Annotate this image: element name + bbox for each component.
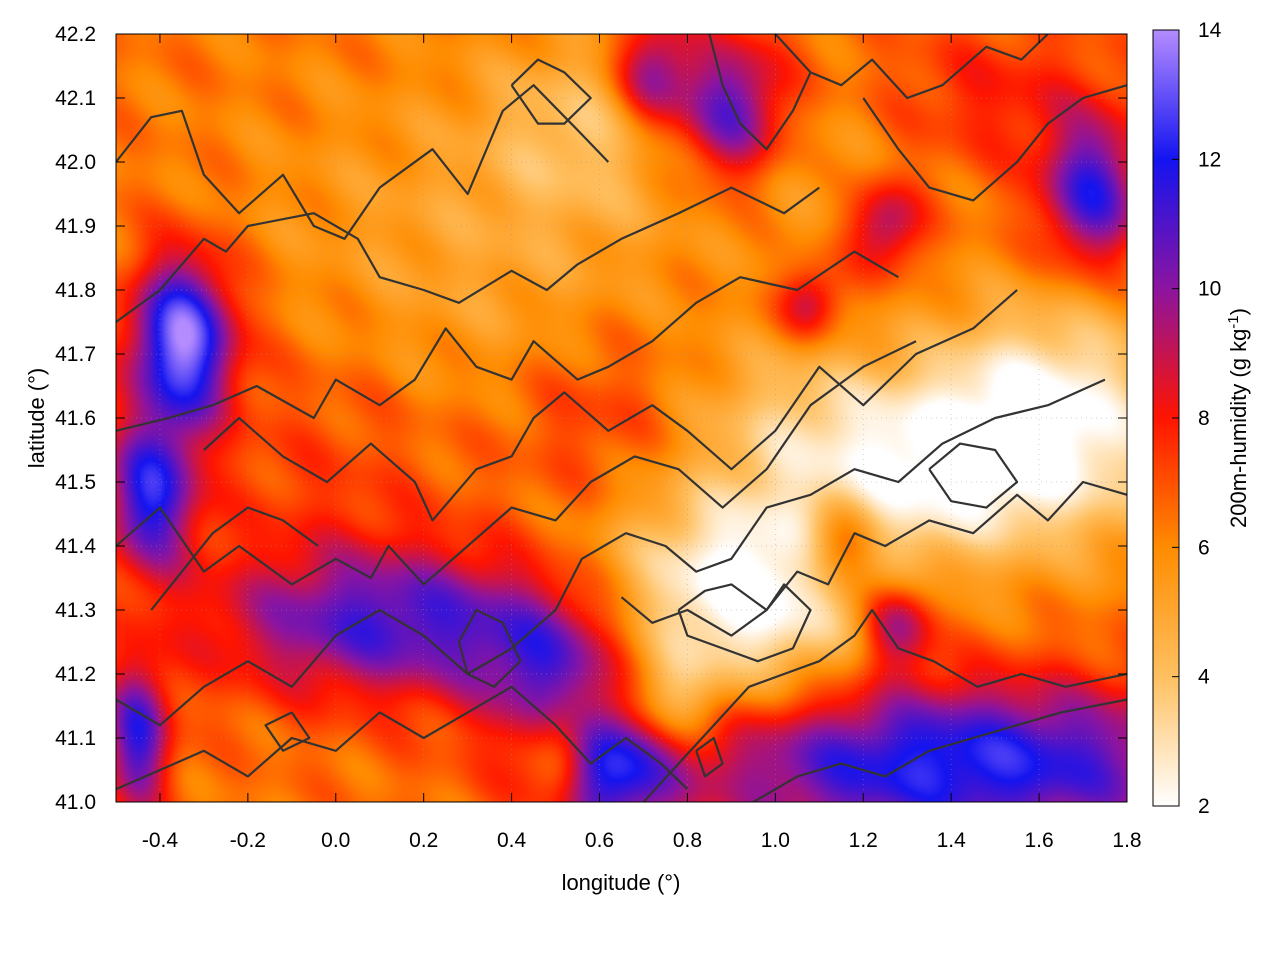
x-tick-label: 1.4 (937, 829, 967, 852)
y-tick-label: 41.3 (55, 599, 96, 622)
y-tick-label: 41.2 (55, 663, 96, 686)
contour-line (695, 736, 724, 778)
colorbar-tick-label: 10 (1198, 278, 1221, 301)
grid-lines (116, 34, 1127, 802)
x-axis-ticks: -0.4 -0.2 0.0 0.2 0.4 0.6 0.8 1.0 1.2 1.4 1.6 1.8 (142, 34, 1142, 852)
contour-line (150, 506, 319, 611)
y-tick-label: 41.0 (55, 791, 96, 814)
y-tick-label: 41.1 (55, 727, 96, 750)
colorbar-tick-label: 8 (1198, 407, 1210, 430)
colorbar-label-main: 200m-humidity (g kg (1226, 329, 1251, 528)
contour-line (862, 84, 1127, 202)
x-axis-label: longitude (°) (562, 870, 681, 895)
contour-line (457, 608, 522, 688)
contour-line (620, 480, 1127, 637)
contour-line (510, 58, 592, 125)
x-tick-label: -0.2 (230, 829, 266, 852)
colorbar-tick-label: 12 (1198, 148, 1221, 171)
contour-line (752, 698, 1127, 802)
x-tick-label: 1.0 (761, 829, 790, 852)
x-tick-label: 0.0 (321, 829, 350, 852)
contour-line (203, 289, 1018, 522)
x-tick-label: 1.8 (1112, 829, 1141, 852)
y-tick-label: 41.5 (55, 471, 96, 494)
y-tick-label: 41.4 (55, 535, 96, 558)
colorbar-ticks: 2 4 6 8 10 12 14 (1172, 19, 1222, 818)
contour-line (116, 84, 610, 240)
x-tick-label: 1.6 (1024, 829, 1053, 852)
x-tick-label: 0.2 (409, 829, 438, 852)
colorbar-label-exponent: -1 (1225, 315, 1242, 328)
y-tick-label: 41.6 (55, 407, 96, 430)
x-tick-label: 1.2 (849, 829, 878, 852)
colorbar-tick-label: 6 (1198, 536, 1210, 559)
contour-line (928, 442, 1019, 509)
y-tick-label: 42.2 (55, 23, 96, 46)
contour-line (774, 34, 1049, 100)
contour-line (116, 186, 820, 323)
contour-line (708, 34, 812, 151)
y-tick-label: 41.9 (55, 215, 96, 238)
colorbar-tick-label: 14 (1198, 19, 1222, 42)
terrain-contours (116, 34, 1127, 802)
colorbar-label: 200m-humidity (g kg-1) (1225, 308, 1251, 528)
contour-line (116, 378, 1106, 727)
contour-line (264, 711, 311, 752)
y-tick-label: 41.8 (55, 279, 96, 302)
y-tick-label: 41.7 (55, 343, 96, 366)
y-tick-label: 42.0 (55, 151, 96, 174)
contour-line (116, 340, 917, 586)
x-tick-label: -0.4 (142, 829, 179, 852)
contour-line (677, 583, 812, 663)
x-tick-label: 0.6 (585, 829, 614, 852)
y-axis-ticks: 41.0 41.1 41.2 41.3 41.4 41.5 41.6 41.7 41.8 41.9… (55, 23, 1127, 814)
contour-line (116, 685, 689, 791)
y-tick-label: 42.1 (55, 87, 96, 110)
contour-line (642, 608, 1127, 802)
x-tick-label: 0.4 (497, 829, 527, 852)
contour-line (116, 250, 899, 432)
colorbar-tick-label: 2 (1198, 795, 1210, 818)
x-tick-label: 0.8 (673, 829, 702, 852)
colorbar-tick-label: 4 (1198, 666, 1210, 689)
colorbar-label-close: ) (1226, 308, 1251, 315)
y-axis-label: latitude (°) (24, 368, 49, 469)
